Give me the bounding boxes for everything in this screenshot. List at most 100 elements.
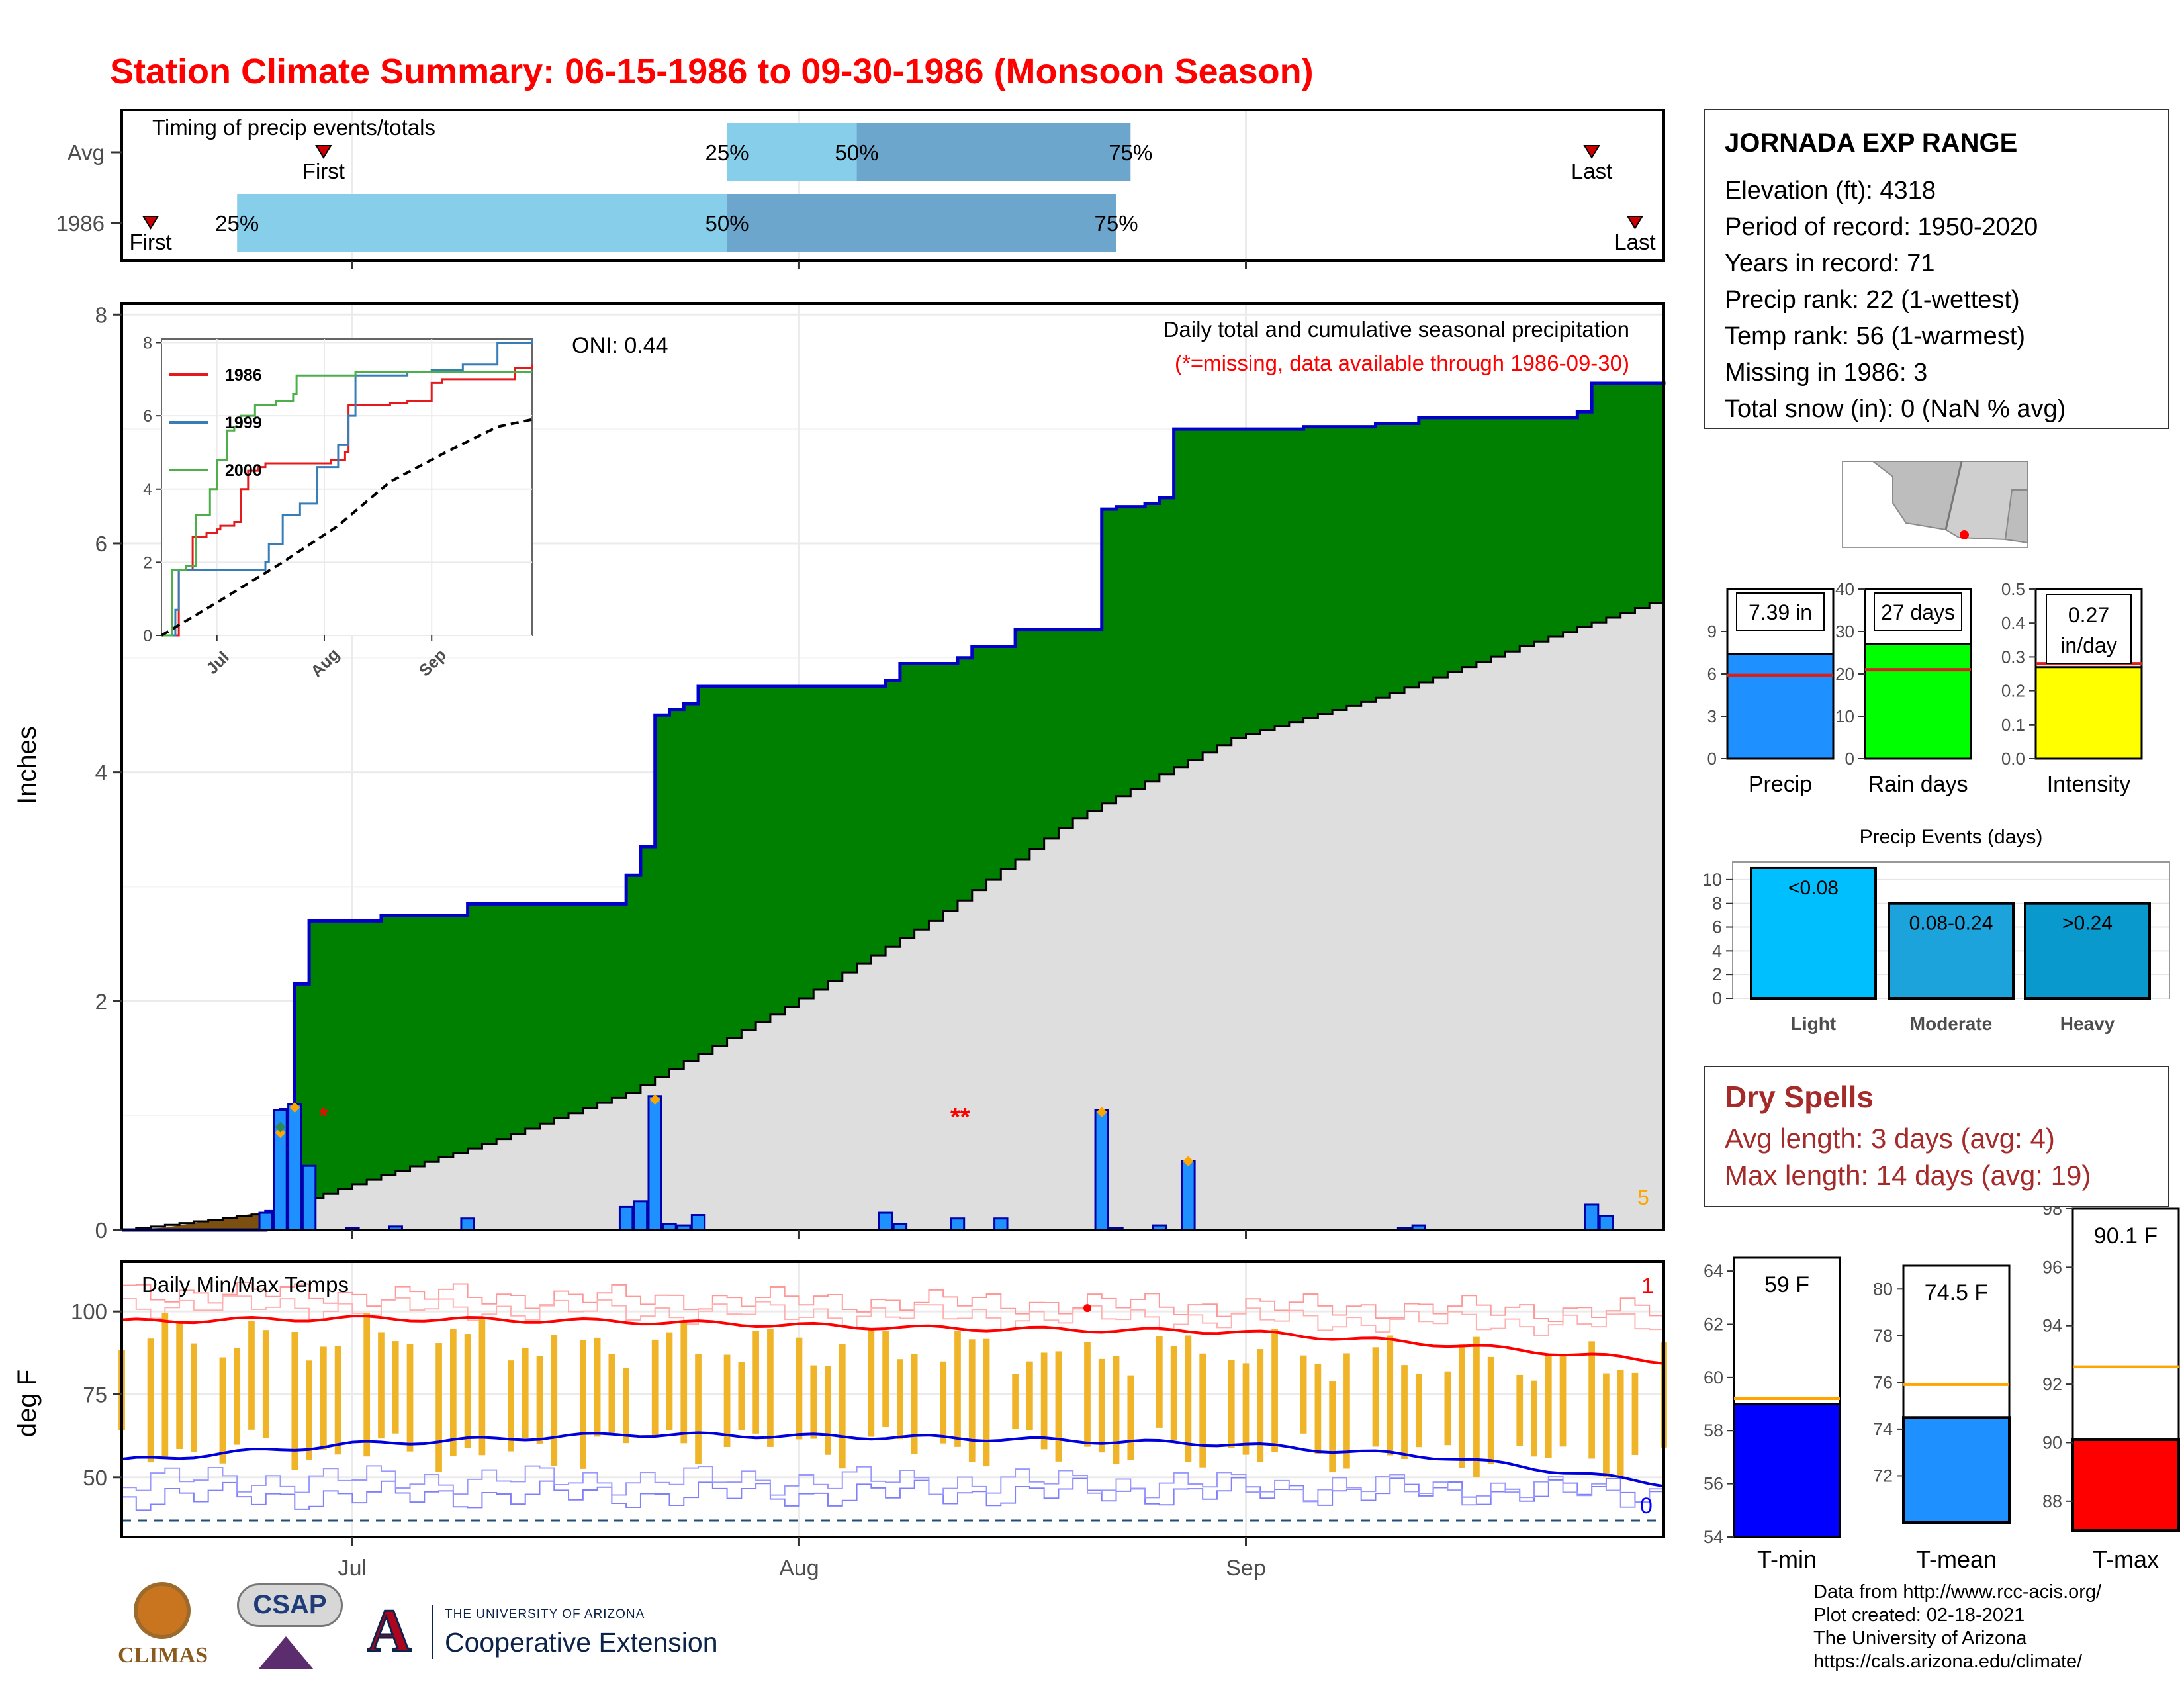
daily-temp-range-bar — [378, 1332, 385, 1439]
daily-temp-range-bar — [262, 1330, 269, 1438]
daily-temp-range-bar — [695, 1353, 702, 1464]
daily-precip-bar — [1584, 1203, 1600, 1231]
record-low-line-inner — [122, 1465, 1664, 1508]
temp-bar-y-tick-label: 76 — [1873, 1372, 1893, 1392]
temp-bar-value-label: 74.5 F — [1925, 1280, 1988, 1305]
temp-bar-fill — [1733, 1403, 1841, 1538]
daily-temp-range-bar — [1531, 1380, 1537, 1457]
dry-spells-avg: Avg length: 3 days (avg: 4) — [1725, 1123, 2055, 1154]
daily-temp-range-bar — [911, 1354, 918, 1454]
temp-y-tick-label: 50 — [83, 1466, 107, 1490]
precip-y-tick-label: 2 — [95, 989, 107, 1013]
daily-temp-range-bar — [1401, 1365, 1408, 1460]
timing-last-marker — [1626, 216, 1644, 230]
inset-line-2000 — [161, 371, 532, 637]
temp-y-label: deg F — [13, 1370, 42, 1437]
daily-temp-range-bar — [1055, 1351, 1062, 1462]
missing-day-marker: * — [319, 1103, 328, 1129]
temp-y-tick-label: 100 — [71, 1299, 107, 1324]
timing-last-label: Last — [1614, 230, 1655, 254]
credit-url: https://cals.arizona.edu/climate/ — [1813, 1651, 2083, 1672]
inset-legend-label: 1986 — [225, 366, 262, 385]
temp-bar-y-tick-label: 80 — [1873, 1279, 1893, 1299]
temp-bar-y-tick-label: 60 — [1704, 1368, 1723, 1387]
temp-bar-y-tick-label: 64 — [1704, 1261, 1723, 1281]
avg-min-temp-line — [121, 1431, 1664, 1488]
daily-precip-bar — [690, 1214, 706, 1231]
daily-temp-range-bar — [1012, 1374, 1019, 1430]
summary-bar-y-tick-label: 6 — [1707, 664, 1717, 684]
timing-row-label: Avg — [68, 140, 105, 165]
temp-plot — [118, 1281, 1667, 1522]
station-years: Years in record: 71 — [1725, 250, 1935, 277]
daily-temp-range-bar — [551, 1335, 558, 1466]
daily-temp-range-bar — [623, 1368, 630, 1444]
events-y-tick-label: 10 — [1702, 870, 1722, 890]
daily-temp-range-bar — [1387, 1335, 1394, 1456]
timing-pct25: 25% — [215, 211, 259, 236]
daily-temp-range-bar — [1156, 1336, 1163, 1428]
station-snow: Total snow (in): 0 (NaN % avg) — [1725, 395, 2066, 423]
daily-temp-range-bar — [882, 1331, 889, 1427]
daily-precip-bar — [1598, 1215, 1614, 1231]
events-y-tick-label: 2 — [1712, 964, 1722, 984]
timing-pct25: 25% — [705, 140, 749, 165]
temp-bar-fill — [2071, 1438, 2180, 1532]
daily-temp-range-bar — [219, 1357, 226, 1464]
precip-y-label: Inches — [13, 726, 42, 804]
daily-temp-range-bar — [1617, 1370, 1624, 1476]
inset-y-tick-label: 0 — [143, 627, 152, 645]
station-info-box: JORNADA EXP RANGE Elevation (ft): 4318 P… — [1704, 109, 2169, 429]
daily-temp-range-bar — [825, 1366, 831, 1455]
events-bar — [2024, 902, 2151, 1000]
daily-temp-range-bar — [579, 1339, 586, 1469]
station-temp-rank: Temp rank: 56 (1-warmest) — [1725, 322, 2026, 350]
station-period: Period of record: 1950-2020 — [1725, 213, 2038, 241]
daily-temp-range-bar — [1343, 1353, 1350, 1469]
credit-created: Plot created: 02-18-2021 — [1813, 1605, 2025, 1626]
temp-bar-y-tick-label: 62 — [1704, 1314, 1723, 1334]
temp-bar-y-tick-label: 78 — [1873, 1326, 1893, 1346]
avg-max-temp-line — [121, 1315, 1664, 1365]
temp-bar-value-label: 90.1 F — [2094, 1223, 2158, 1248]
map-border — [1944, 461, 1963, 530]
dry-spells-box: Dry Spells Avg length: 3 days (avg: 4) M… — [1704, 1066, 2169, 1207]
ua-divider — [432, 1605, 433, 1659]
daily-temp-range-bar — [1415, 1374, 1422, 1448]
ua-big-text: Cooperative Extension — [445, 1627, 718, 1658]
timing-pct50: 50% — [835, 140, 879, 165]
climas-wordmark: CLIMAS — [117, 1643, 208, 1667]
daily-temp-range-bar — [1487, 1356, 1494, 1464]
temp-bar-y-tick-label: 58 — [1704, 1421, 1723, 1440]
inset-legend-label: 2000 — [225, 461, 262, 480]
csap-cloud — [237, 1583, 343, 1627]
daily-precip-bar — [301, 1164, 317, 1231]
temp-x-tick-label: Sep — [1226, 1556, 1266, 1581]
temp-bar-y-tick-label: 88 — [2042, 1491, 2062, 1511]
temp-bar-y-tick-label: 54 — [1704, 1527, 1723, 1547]
inset-legend-label: 1999 — [225, 414, 262, 432]
summary-bar-fill — [2034, 666, 2143, 760]
daily-temp-range-bar — [1199, 1353, 1206, 1468]
daily-temp-range-bar — [968, 1339, 976, 1462]
events-bar-inner-label: >0.24 — [2062, 913, 2113, 935]
inset-y-tick-label: 8 — [143, 334, 152, 353]
daily-temp-range-bar — [897, 1359, 903, 1440]
temp-bar-y-tick-label: 94 — [2042, 1316, 2062, 1336]
daily-precip-bar — [647, 1095, 662, 1231]
temp-bar-y-tick-label: 96 — [2042, 1257, 2062, 1277]
summary-bar-value-label: 7.39 in — [1749, 600, 1812, 624]
temp-panel: 50 75 100 Jul Aug Sep Daily Min/Max Temps 1 0… — [13, 1260, 1667, 1581]
timing-first-marker — [142, 216, 159, 230]
daily-temp-range-bar — [464, 1334, 471, 1448]
daily-precip-bar — [950, 1217, 966, 1231]
daily-temp-range-bar — [1026, 1361, 1033, 1430]
timing-panel: 25% 50% 75% First Last Avg 25% 50% 75% First Last 1… — [56, 109, 1665, 269]
events-bar — [1750, 866, 1877, 1000]
station-missing: Missing in 1986: 3 — [1725, 359, 1928, 387]
timing-first-marker — [315, 145, 332, 159]
daily-temp-range-bar — [522, 1348, 529, 1438]
summary-bar-y-tick-label: 0.5 — [2001, 579, 2025, 599]
timing-bar-q50-q75 — [856, 123, 1131, 181]
climas-emblem — [134, 1582, 191, 1639]
